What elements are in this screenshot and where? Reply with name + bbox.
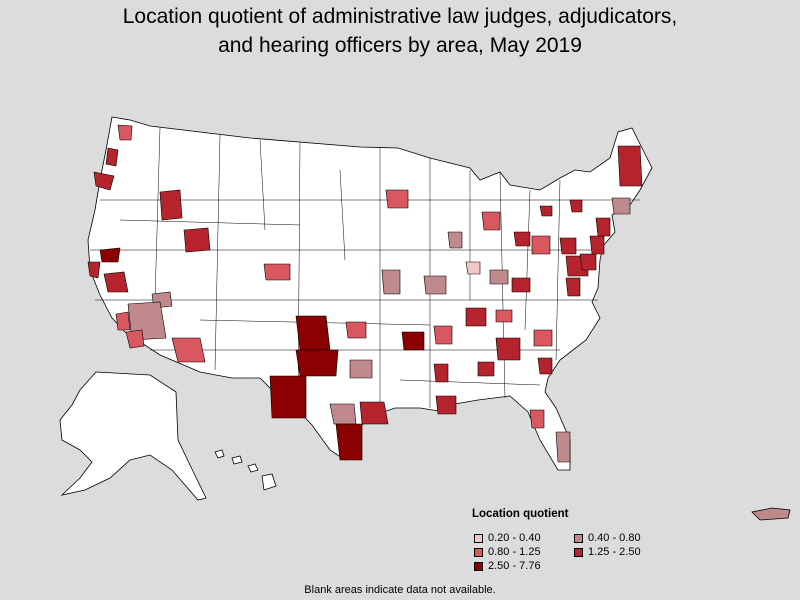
area-florida-east [555, 431, 571, 463]
area-buffalo [539, 205, 553, 217]
area-austin [329, 403, 357, 425]
legend-label-5: 2.50 - 7.76 [488, 560, 541, 572]
map-title: Location quotient of administrative law … [0, 2, 800, 60]
area-dallas [295, 349, 339, 377]
puerto-rico-shape [751, 507, 791, 521]
area-louisville [489, 269, 509, 285]
area-salt-lake [183, 227, 211, 253]
legend-swatch-2 [574, 533, 583, 543]
legend-item-5: 2.50 - 7.76 [474, 559, 541, 573]
area-knoxville [495, 309, 513, 323]
area-shreveport [349, 359, 373, 379]
area-jackson [433, 363, 449, 383]
area-baltimore [579, 253, 597, 271]
area-salem [93, 171, 115, 191]
legend-item-3: 0.80 - 1.25 [474, 545, 541, 559]
legend-label-2: 0.40 - 0.80 [588, 532, 641, 544]
area-san-diego [125, 329, 145, 349]
legend-swatch-4 [574, 547, 583, 557]
title-line-2: and hearing officers by area, May 2019 [218, 34, 582, 57]
legend-item-1: 0.20 - 0.40 [474, 531, 541, 545]
legend-swatch-1 [474, 533, 483, 543]
legend-label-3: 0.80 - 1.25 [488, 546, 541, 558]
title-line-1: Location quotient of administrative law … [122, 5, 678, 28]
area-memphis [401, 331, 425, 351]
area-tucson [171, 337, 206, 363]
area-philadelphia [589, 235, 605, 255]
legend-label-1: 0.20 - 0.40 [488, 532, 541, 544]
contiguous-us-shape [87, 116, 653, 471]
area-houston [359, 401, 389, 425]
area-indianapolis [465, 261, 481, 275]
area-nashville [465, 307, 487, 327]
area-springfield [423, 275, 447, 295]
area-oklahoma [295, 315, 331, 351]
area-maine [617, 145, 643, 187]
area-west-texas [269, 375, 307, 419]
area-pittsburgh [559, 237, 577, 255]
legend-item-2: 0.40 - 0.80 [574, 531, 641, 545]
area-los-angeles [115, 311, 131, 331]
area-charleston [537, 357, 553, 375]
alaska-shape [59, 371, 207, 501]
footnote: Blank areas indicate data not available. [304, 584, 496, 596]
area-syracuse [569, 199, 583, 213]
area-detroit [513, 231, 531, 247]
area-tulsa [345, 321, 367, 339]
area-chicago [447, 231, 463, 249]
legend-swatch-5 [474, 561, 483, 571]
shaded-areas [87, 124, 643, 463]
area-denver [263, 263, 291, 281]
area-dc [565, 277, 581, 297]
area-milwaukee [481, 211, 501, 231]
area-dayton [511, 277, 531, 293]
legend-title: Location quotient [472, 508, 569, 520]
legend: Location quotient 0.20 - 0.40 0.40 - 0.8… [470, 508, 700, 578]
area-columbia [533, 329, 553, 347]
area-kansas [381, 269, 401, 295]
legend-label-4: 1.25 - 2.50 [588, 546, 641, 558]
area-corpus [335, 423, 363, 461]
area-little-rock [433, 325, 453, 345]
area-boise [159, 189, 183, 221]
area-bay [87, 261, 101, 279]
area-olympia [105, 147, 119, 167]
area-sacramento [99, 247, 121, 263]
area-albany [595, 217, 611, 237]
area-birmingham [477, 361, 495, 377]
area-seattle [117, 124, 133, 141]
area-columbus [531, 235, 551, 255]
hawaii-shape [214, 449, 277, 491]
area-minneapolis [385, 189, 409, 209]
area-atlanta [495, 337, 521, 361]
legend-item-4: 1.25 - 2.50 [574, 545, 641, 559]
area-boston [611, 197, 631, 215]
legend-swatch-3 [474, 547, 483, 557]
area-tampa [529, 409, 545, 429]
area-fresno [103, 271, 129, 293]
area-new-orleans [435, 395, 457, 415]
